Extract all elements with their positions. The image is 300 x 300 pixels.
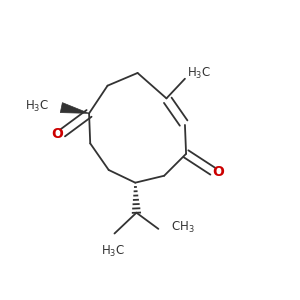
Polygon shape [60,103,89,113]
Text: $\mathregular{H_3C}$: $\mathregular{H_3C}$ [187,65,211,80]
Text: O: O [212,165,224,179]
Text: $\mathregular{H_3C}$: $\mathregular{H_3C}$ [25,99,49,114]
Text: $\mathregular{H_3C}$: $\mathregular{H_3C}$ [101,244,125,259]
Text: O: O [51,127,63,141]
Text: $\mathregular{CH_3}$: $\mathregular{CH_3}$ [171,220,195,235]
